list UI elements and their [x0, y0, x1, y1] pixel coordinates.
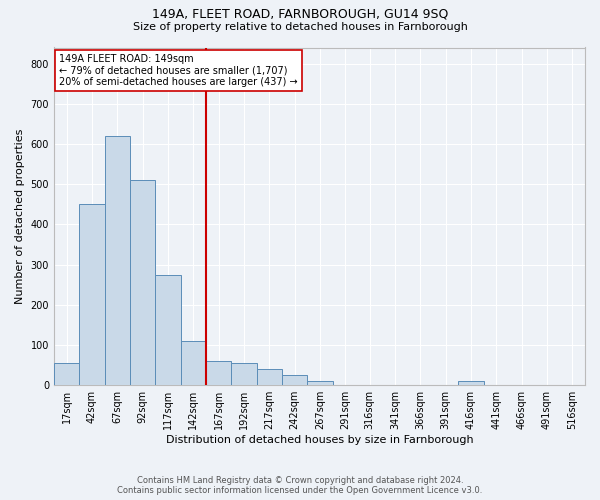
Text: Size of property relative to detached houses in Farnborough: Size of property relative to detached ho…	[133, 22, 467, 32]
Bar	[257, 369, 282, 385]
Bar	[104, 136, 130, 385]
Bar	[458, 381, 484, 385]
Bar	[231, 363, 257, 385]
Bar	[282, 375, 307, 385]
Y-axis label: Number of detached properties: Number of detached properties	[15, 128, 25, 304]
Bar	[206, 361, 231, 385]
Bar	[307, 381, 332, 385]
Bar	[181, 341, 206, 385]
Bar	[54, 363, 79, 385]
Bar	[79, 204, 104, 385]
Text: Contains HM Land Registry data © Crown copyright and database right 2024.
Contai: Contains HM Land Registry data © Crown c…	[118, 476, 482, 495]
X-axis label: Distribution of detached houses by size in Farnborough: Distribution of detached houses by size …	[166, 435, 473, 445]
Bar	[130, 180, 155, 385]
Bar	[155, 274, 181, 385]
Text: 149A, FLEET ROAD, FARNBOROUGH, GU14 9SQ: 149A, FLEET ROAD, FARNBOROUGH, GU14 9SQ	[152, 8, 448, 20]
Text: 149A FLEET ROAD: 149sqm
← 79% of detached houses are smaller (1,707)
20% of semi: 149A FLEET ROAD: 149sqm ← 79% of detache…	[59, 54, 298, 88]
